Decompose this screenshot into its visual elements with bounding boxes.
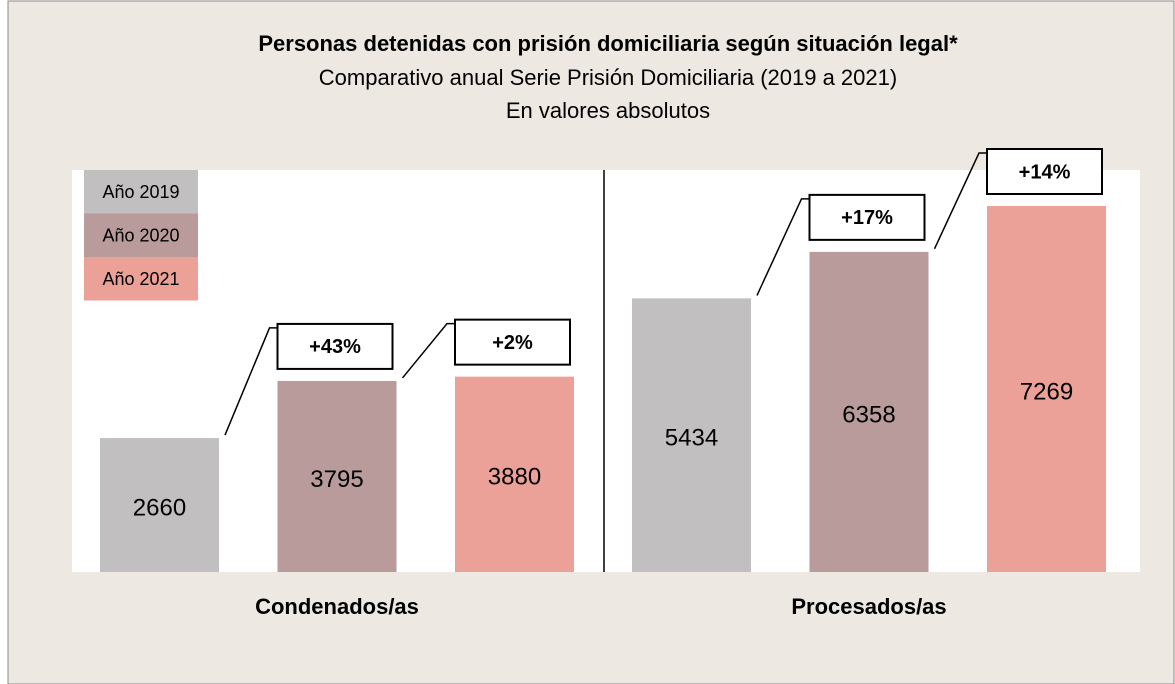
- legend-swatch: [84, 213, 198, 257]
- bar: [809, 251, 929, 573]
- bar: [277, 380, 397, 572]
- bar: [632, 298, 751, 572]
- annotation-leader: [756, 198, 810, 296]
- legend-swatch: [84, 257, 198, 301]
- chart-subtitle: En valores absolutos: [506, 98, 710, 123]
- chart-title: Personas detenidas con prisión domicilia…: [258, 31, 958, 56]
- plot-area: [72, 170, 1140, 572]
- annotation: +14%: [1019, 161, 1071, 183]
- annotation-leader: [401, 322, 455, 379]
- value-label: 6358: [842, 401, 895, 428]
- annotation-box: [276, 322, 394, 370]
- value-label: 3880: [488, 464, 541, 491]
- annotation-leader: [224, 327, 278, 436]
- value-label: 7269: [1020, 378, 1073, 405]
- value-label: 2660: [133, 494, 186, 521]
- bar: [100, 438, 219, 572]
- value-label: 5434: [665, 425, 718, 452]
- annotation-leader: [933, 152, 987, 250]
- annotation: +43%: [309, 336, 361, 358]
- legend-swatch: [84, 170, 198, 214]
- bar: [455, 376, 574, 572]
- annotation-box: [454, 318, 571, 366]
- annotation-box: [808, 193, 926, 241]
- annotation: +2%: [492, 332, 533, 354]
- chart-subtitle: Comparativo anual Serie Prisión Domicili…: [319, 65, 897, 90]
- annotation-box: [986, 148, 1103, 195]
- legend-label: Año 2020: [102, 225, 179, 245]
- legend-label: Año 2019: [102, 182, 179, 202]
- value-label: 3795: [310, 466, 363, 493]
- legend-label: Año 2021: [102, 269, 179, 289]
- x-tick-label: Procesados/as: [791, 594, 946, 619]
- x-tick-label: Condenados/as: [255, 594, 419, 619]
- bar: [987, 206, 1106, 572]
- annotation: +17%: [841, 207, 893, 229]
